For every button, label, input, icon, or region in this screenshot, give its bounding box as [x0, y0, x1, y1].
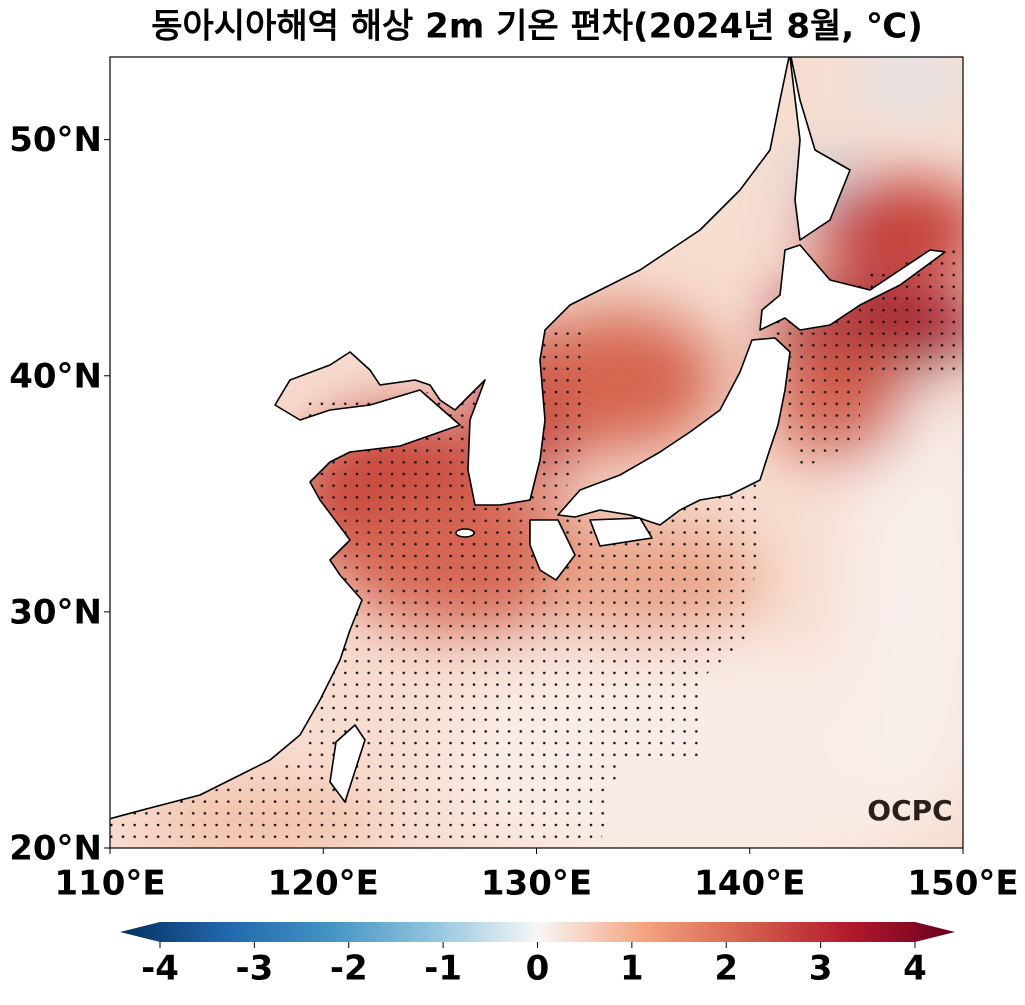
y-tick-label: 40°N [9, 356, 102, 396]
colorbar-tick-label: -3 [235, 949, 273, 989]
logo: OCPC [867, 794, 952, 827]
honshu [557, 337, 791, 526]
kyushu [529, 519, 576, 581]
x-tick-label: 120°E [268, 864, 379, 904]
x-tick-label: 130°E [481, 864, 592, 904]
x-tick-label: 150°E [907, 864, 1018, 904]
y-tick-label: 30°N [9, 592, 102, 632]
colorbar-tick-label: -2 [330, 949, 368, 989]
title: 동아시아해역 해상 2m 기온 편차(2024년 8월, ℃) [151, 7, 922, 47]
shikoku [589, 517, 653, 547]
x-tick-label: 110°E [54, 864, 165, 904]
colorbar-tick-label: -4 [141, 949, 179, 989]
colorbar-tick-label: 1 [620, 949, 644, 989]
colorbar-tick-label: 0 [526, 949, 550, 989]
colorbar-tick-label: -1 [424, 949, 462, 989]
colorbar-tick-label: 3 [809, 949, 833, 989]
x-tick-label: 140°E [694, 864, 805, 904]
map-field [110, 57, 963, 848]
hokkaido [759, 244, 946, 331]
sakhalin [789, 57, 851, 241]
colorbar [120, 922, 955, 942]
taiwan [329, 724, 366, 803]
land [110, 57, 946, 820]
colorbar-tick-label: 4 [903, 949, 927, 989]
continent [110, 57, 790, 820]
y-tick-label: 20°N [9, 829, 102, 869]
jeju [455, 528, 475, 538]
y-tick-label: 50°N [9, 120, 102, 160]
colorbar-tick-label: 2 [714, 949, 738, 989]
